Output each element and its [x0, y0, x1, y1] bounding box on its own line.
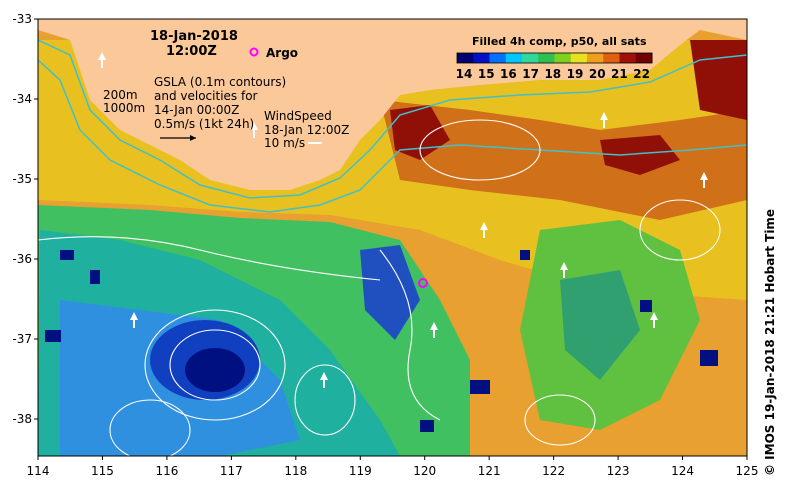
colorbar-tick-label: 15: [478, 67, 495, 81]
y-tick-label: -34: [12, 92, 32, 106]
argo-legend-label: Argo: [266, 46, 298, 60]
cold-eddy-core: [185, 348, 245, 392]
colorbar-swatch: [522, 53, 539, 63]
y-tick-label: -35: [12, 172, 32, 186]
gsla-legend-line1: GSLA (0.1m contours): [154, 75, 286, 89]
gsla-scale-arrowhead: [190, 135, 196, 141]
sst-hot-patch-1: [390, 105, 450, 160]
map-date: 18-Jan-2018: [150, 29, 238, 44]
colorbar-tick-label: 16: [500, 67, 517, 81]
colorbar-swatch: [603, 53, 620, 63]
x-tick-label: 120: [413, 464, 436, 478]
x-tick-label: 117: [220, 464, 243, 478]
argo-legend-marker: [249, 47, 259, 57]
x-tick-label: 114: [27, 464, 50, 478]
sst-hot-patch-2: [600, 135, 680, 175]
x-tick-label: 125: [736, 464, 759, 478]
sst-teal-east: [560, 270, 640, 380]
wind-arrows: [98, 52, 708, 388]
x-tick-label: 122: [542, 464, 565, 478]
isobath-1000m: [38, 59, 747, 213]
gsla-legend-line2: and velocities for: [154, 89, 258, 103]
plot-frame: [37, 18, 748, 457]
gsla-legend-scale: 0.5m/s (1kt 24h): [154, 117, 254, 131]
argo-float-marker[interactable]: [418, 278, 428, 288]
colorbar-tick-label: 20: [589, 67, 606, 81]
colorbar-tick-label: 22: [633, 67, 650, 81]
sst-hot-shelf: [380, 100, 747, 220]
y-tick-label: -33: [12, 12, 32, 26]
colorbar: [457, 53, 653, 63]
colorbar-swatch: [619, 53, 637, 63]
colorbar-title: Filled 4h comp, p50, all sats: [472, 35, 647, 48]
x-tick-label: 115: [91, 464, 114, 478]
plot-area: [38, 19, 747, 456]
y-tick-label: -38: [12, 412, 32, 426]
isobath-1000m-label: 1000m: [103, 101, 145, 115]
y-tick-label: -36: [12, 252, 32, 266]
gsla-contours: [38, 119, 721, 456]
colorbar-tick-label: 14: [456, 67, 473, 81]
gsla-legend-line3: 14-Jan 00:00Z: [154, 103, 239, 117]
map-time: 12:00Z: [166, 44, 217, 59]
colorbar-swatch: [570, 53, 588, 63]
colorbar-swatch: [554, 53, 572, 63]
colorbar-swatch: [635, 53, 653, 63]
colorbar-tick-label: 19: [567, 67, 584, 81]
colorbar-swatch: [457, 53, 474, 63]
x-axis: 114 115 116 117 118 119 120 121 122 123 124 125: [27, 456, 759, 478]
x-tick-label: 116: [155, 464, 178, 478]
isobath-200m-label: 200m: [103, 88, 138, 102]
wind-legend-line1: WindSpeed: [264, 109, 332, 123]
colorbar-swatch: [489, 53, 507, 63]
wind-legend-line2: 18-Jan 12:00Z: [264, 123, 349, 137]
colorbar-swatch: [587, 53, 604, 63]
no-data-specks: [45, 250, 718, 432]
x-tick-label: 124: [671, 464, 694, 478]
wind-legend-scale: 10 m/s: [264, 136, 305, 150]
x-tick-label: 119: [349, 464, 372, 478]
colorbar-swatch: [538, 53, 555, 63]
isobath-200m: [38, 39, 747, 199]
x-tick-label: 123: [607, 464, 630, 478]
colorbar-ticks: 14 15 16 17 18 19 20 21 22: [456, 67, 650, 81]
sst-blue-center: [360, 245, 420, 340]
x-tick-label: 121: [478, 464, 501, 478]
colorbar-swatch: [505, 53, 523, 63]
x-tick-label: 118: [284, 464, 307, 478]
y-axis: -33 -34 -35 -36 -37 -38: [12, 12, 38, 426]
colorbar-frame: [456, 52, 653, 64]
y-tick-label: -37: [12, 332, 32, 346]
colorbar-tick-label: 18: [544, 67, 561, 81]
colorbar-swatch: [473, 53, 490, 63]
colorbar-tick-label: 17: [522, 67, 539, 81]
imos-credit: © IMOS 19-Jan-2018 21:21 Hobart Time: [763, 208, 777, 476]
colorbar-tick-label: 21: [611, 67, 628, 81]
